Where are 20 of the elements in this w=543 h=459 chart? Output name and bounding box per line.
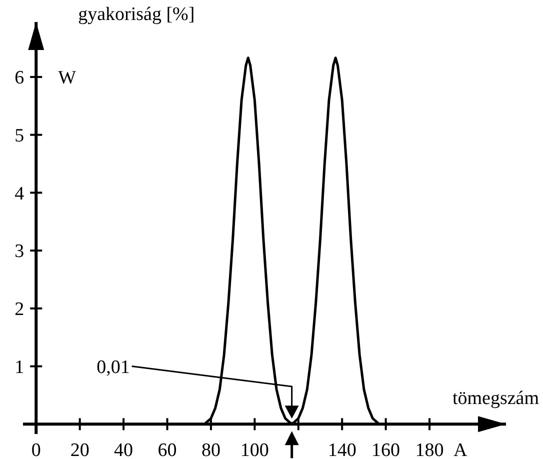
x-axis-title: tömegszám [452,388,540,410]
x-tick-label: 20 [70,440,90,459]
x-tick-label: 140 [328,440,356,459]
text: A [454,440,468,459]
x-tick-label: 0 [31,440,41,459]
y-axis-title: gyakoriság [%] [78,4,195,25]
x-tick-label: 40 [114,440,134,459]
annotation: W [58,68,76,89]
y-tick-label: 1 [14,356,24,378]
y-tick-label: 5 [14,125,24,146]
y-tick-label: 6 [14,68,24,89]
x-tick-label: 100 [240,440,269,459]
y-tick-label: 2 [14,299,24,320]
annotation: 0,01 [96,356,130,378]
x-tick-label: 60 [158,440,177,459]
x-tick-label: 80 [201,440,220,459]
y-tick-label: 3 [14,241,24,262]
y-tick-label: 4 [14,183,25,204]
x-tick-label: 160 [372,440,400,459]
x-tick-label: 180 [415,440,444,459]
